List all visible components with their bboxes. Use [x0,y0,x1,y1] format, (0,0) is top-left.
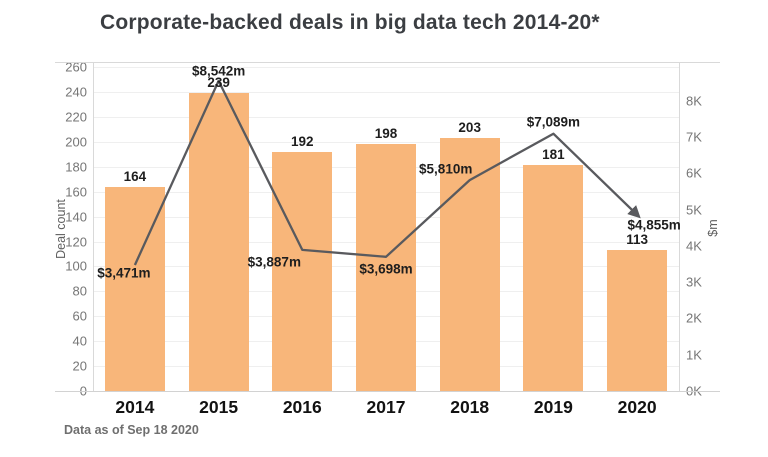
right-axis-tick-label: 3K [686,274,702,290]
line-value-label: $3,698m [359,261,413,277]
gridline [93,91,679,93]
x-axis-label-2017: 2017 [366,397,406,417]
bar-2015[interactable] [188,93,249,391]
plot-top-border [55,62,720,63]
left-axis-line [93,62,94,391]
left-axis-tick-label: 180 [65,159,87,175]
left-axis-tick-label: 260 [65,59,87,75]
x-axis-label-2015: 2015 [199,397,239,417]
x-axis-line [55,391,720,392]
right-axis-tick-label: 6K [686,165,702,181]
bar-2019[interactable] [523,165,584,391]
x-axis-label-2014: 2014 [115,397,155,417]
x-axis-label-2018: 2018 [450,397,490,417]
left-axis-tick-label: 40 [72,333,87,349]
left-axis-tick-label: 20 [72,358,87,374]
line-value-label: $3,887m [247,254,301,270]
line-value-label: $8,542m [191,63,246,79]
bar-2020[interactable] [607,250,668,391]
x-axis-label-2016: 2016 [282,397,322,417]
x-axis-label-2020: 2020 [617,397,657,417]
left-axis-tick-label: 100 [65,258,87,274]
gridline [93,141,679,143]
right-axis-title: $m [706,219,720,237]
left-axis-tick-label: 120 [65,234,87,249]
left-axis-tick-label: 200 [65,134,87,150]
line-value-label: $7,089m [526,114,581,130]
bar-value-label: 164 [123,168,147,184]
bar-value-label: 192 [291,133,314,149]
left-axis-tick-label: 220 [65,109,87,125]
x-axis-label-2019: 2019 [533,397,573,417]
left-axis-tick-label: 160 [65,184,87,200]
left-axis-tick-label: 60 [72,308,87,324]
right-axis-tick-label: 4K [686,238,702,254]
line-value-label: $5,810m [419,161,473,177]
bar-value-label: 181 [542,147,565,163]
right-axis-tick-label: 5K [686,202,702,217]
right-axis-tick-label: 7K [686,129,702,145]
bar-2016[interactable] [272,151,333,391]
right-axis-tick-label: 2K [686,310,702,326]
gridline [93,116,679,118]
bar-value-label: 113 [626,232,648,248]
bar-value-label: 198 [374,126,398,142]
left-axis-tick-label: 240 [65,84,87,100]
bar-value-label: 203 [458,120,481,135]
chart-title: Corporate-backed deals in big data tech … [100,11,600,34]
left-axis-tick-label: 80 [72,283,87,299]
right-axis-tick-label: 1K [686,347,702,363]
right-axis-tick-label: 8K [686,93,702,109]
gridline [93,67,679,68]
right-axis-line [679,62,680,391]
bar-2014[interactable] [104,186,165,391]
footer-note: Data as of Sep 18 2020 [64,423,199,437]
left-axis-tick-label: 140 [65,209,87,224]
line-value-label: $3,471m [97,265,151,281]
line-value-label: $4,855m [627,217,681,233]
